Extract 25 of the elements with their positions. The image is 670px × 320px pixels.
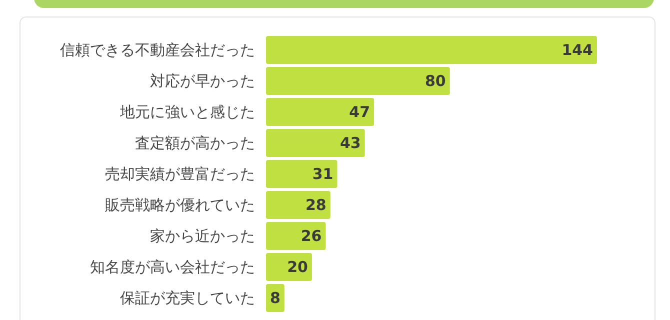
bar [266,67,450,95]
y-tick-label: 販売戦略が優れていた [105,196,255,214]
bar [266,36,597,64]
y-tick-label: 売却実績が豊富だった [105,165,255,183]
data-label: 28 [305,196,326,214]
y-tick-label: 知名度が高い会社だった [90,258,255,276]
data-label: 8 [270,289,280,307]
data-label: 31 [312,165,334,183]
y-tick-label: 信頼できる不動産会社だった [60,41,255,59]
y-tick-label: 地元に強いと感じた [119,103,255,121]
y-tick-label: 家から近かった [150,227,255,245]
data-label: 26 [300,227,322,245]
bar [266,160,338,188]
bar [266,129,365,157]
data-label: 144 [562,41,593,59]
data-label: 80 [425,72,446,90]
y-tick-label: 対応が早かった [150,72,255,90]
y-tick-label: 保証が充実していた [120,289,255,307]
data-label: 20 [287,258,308,276]
bar [266,98,374,126]
bar [266,191,330,219]
bar [266,222,326,250]
y-tick-label: 査定額が高かった [135,134,255,152]
data-label: 47 [349,103,370,121]
data-label: 43 [340,134,361,152]
